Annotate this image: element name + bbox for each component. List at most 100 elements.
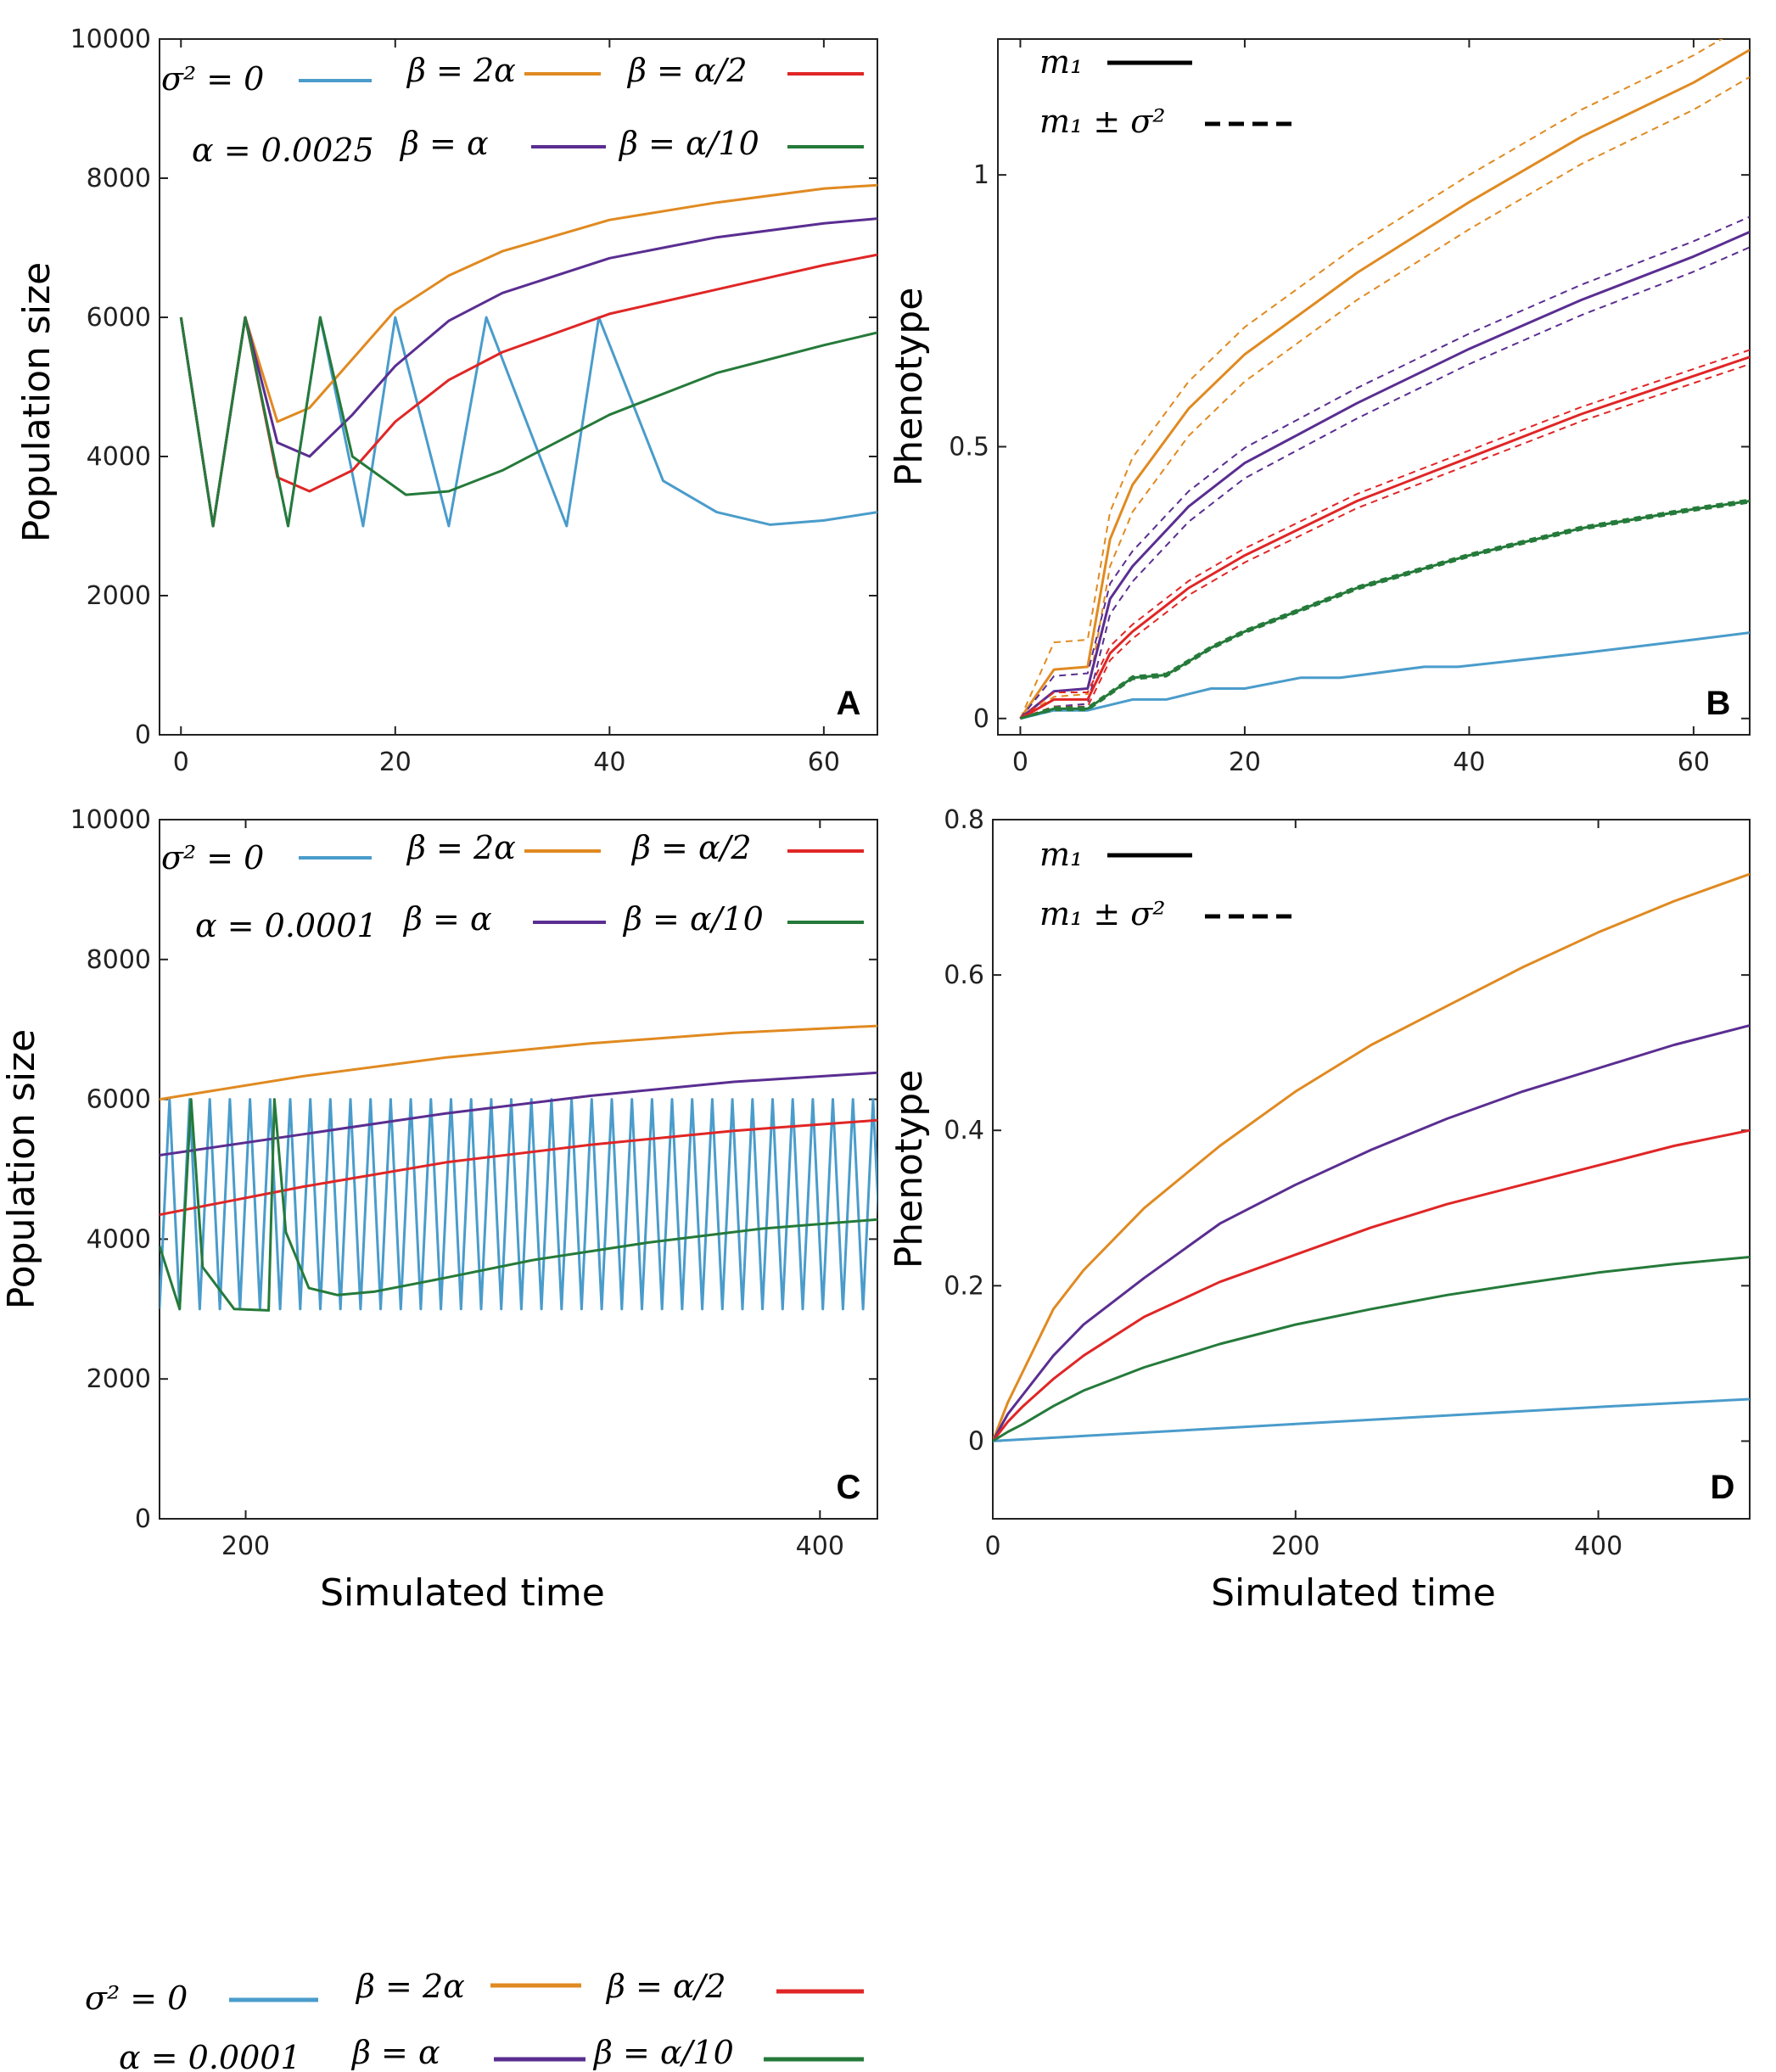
x-tick-label: 20 <box>379 748 412 777</box>
legend-d-mean: m₁ <box>1039 836 1083 873</box>
legend-a-bat: β = α/10 <box>618 125 759 162</box>
panel-b-frame <box>997 38 1751 736</box>
panel-a-lines <box>179 183 877 528</box>
panel-b-band-lower-beta-alpha-half <box>1020 363 1750 720</box>
panel-a: 0 2000 4000 6000 8000 10000 0 20 40 60 Populatio… <box>15 25 878 777</box>
panel-c-series-beta-2alpha <box>160 1024 877 1101</box>
y-tick-label: 6000 <box>87 303 151 333</box>
legend-a-bah: β = α/2 <box>626 52 748 89</box>
panel-b-series-beta-alpha-tenth <box>1019 500 1750 720</box>
panel-d: 0 0.2 0.4 0.6 0.8 0 200 400 Phenotype Simulate… <box>888 805 1751 1615</box>
x-tick-label: 200 <box>1271 1532 1319 1561</box>
panel-d-xlabel: Simulated time <box>1211 1571 1496 1615</box>
legend-c-sigma0: σ² = 0 <box>161 839 264 876</box>
panel-d-series-beta-alpha <box>993 1024 1750 1442</box>
panel-b-series-sigma0 <box>1020 631 1750 720</box>
y-tick-label: 0 <box>968 1426 984 1456</box>
legend-c-bah: β = α/2 <box>630 829 752 866</box>
legend-c-bat: β = α/10 <box>622 900 764 938</box>
panel-c-letter: C <box>837 1469 861 1506</box>
panel-d-series-sigma0 <box>993 1397 1750 1442</box>
panel-b-series-beta-2alpha <box>1019 48 1750 720</box>
panel-b-band-lower-beta-2alpha <box>1019 76 1750 720</box>
x-tick-label: 400 <box>796 1532 844 1561</box>
y-tick-label: 2000 <box>87 581 151 611</box>
panel-b-band-lower-beta-alpha <box>1020 246 1750 720</box>
legend-a-ba: β = α <box>399 125 489 162</box>
legend-c-alpha: α = 0.0001 <box>195 907 378 944</box>
bottom-legend: σ² = 0 β = 2α β = α/2 α = 0.0001 β = α β… <box>85 1968 864 2072</box>
y-tick-label: 6000 <box>87 1085 151 1115</box>
y-tick-label: 0.4 <box>944 1116 984 1145</box>
panel-b-band-upper-beta-2alpha <box>1019 39 1723 720</box>
bottom-legend-b2a: β = 2α <box>355 1968 465 2005</box>
x-tick-label: 60 <box>1678 748 1710 777</box>
panel-a-series-beta-2alpha <box>179 183 877 528</box>
legend-b-spread: m₁ ± σ² <box>1039 103 1165 140</box>
y-tick-label: 0 <box>135 720 151 750</box>
panel-c-series-beta-alpha <box>160 1071 877 1156</box>
panel-c-y-ticks: 0 2000 4000 6000 8000 10000 <box>70 805 877 1534</box>
x-tick-label: 40 <box>1453 748 1485 777</box>
panel-c-series-beta-alpha-half <box>160 1118 877 1217</box>
x-tick-label: 200 <box>221 1532 270 1561</box>
legend-a-b2a: β = 2α <box>406 52 516 89</box>
bottom-legend-alpha: α = 0.0001 <box>119 2039 301 2072</box>
panel-d-x-ticks: 0 200 400 <box>984 820 1622 1561</box>
panel-c-ylabel: Population size <box>0 1029 43 1309</box>
y-tick-label: 8000 <box>87 945 151 975</box>
panel-b-letter: B <box>1706 685 1731 722</box>
x-tick-label: 20 <box>1229 748 1261 777</box>
bottom-legend-ba: β = α <box>350 2034 440 2071</box>
panel-d-series-beta-alpha-half <box>993 1128 1750 1442</box>
y-tick-label: 2000 <box>87 1364 151 1394</box>
panel-c-x-ticks: 200 400 <box>221 820 844 1561</box>
panel-d-lines <box>993 872 1750 1442</box>
y-tick-label: 8000 <box>87 164 151 193</box>
panel-b-series-beta-alpha <box>1019 231 1750 720</box>
x-tick-label: 60 <box>808 748 840 777</box>
panel-c-series-sigma0 <box>160 1098 877 1311</box>
panel-b-lines <box>1019 39 1750 720</box>
legend-a-alpha: α = 0.0025 <box>192 132 374 169</box>
panel-d-y-ticks: 0 0.2 0.4 0.6 0.8 <box>944 805 1750 1456</box>
panel-b: 00.51 0 20 40 60 Phenotype B m₁ m₁ ± σ² <box>888 38 1751 777</box>
panel-b-band-upper-beta-alpha <box>1019 216 1750 720</box>
y-tick-label: 0.2 <box>944 1271 984 1301</box>
y-tick-label: 0.8 <box>944 805 984 835</box>
panel-b-x-ticks: 0 20 40 60 <box>1012 39 1710 777</box>
y-tick-label: 10000 <box>70 25 151 54</box>
panel-d-frame <box>992 819 1751 1520</box>
x-tick-label: 0 <box>984 1532 1000 1561</box>
panel-d-ylabel: Phenotype <box>888 1070 931 1269</box>
panel-a-frame <box>159 38 878 736</box>
y-tick-label: 0.6 <box>944 960 984 990</box>
panel-a-series-sigma0 <box>179 316 877 528</box>
y-tick-label: 10000 <box>70 805 151 835</box>
y-tick-label: 4000 <box>87 1224 151 1254</box>
y-tick-label: 4000 <box>87 442 151 472</box>
panel-a-series-beta-alpha-tenth <box>179 316 877 528</box>
panel-a-ylabel: Population size <box>15 262 59 542</box>
x-tick-label: 40 <box>593 748 625 777</box>
y-tick-label: 0.5 <box>949 432 989 462</box>
legend-a-sigma0: σ² = 0 <box>161 60 264 98</box>
panel-c: 0 2000 4000 6000 8000 10000 200 400 Population… <box>0 805 878 1615</box>
panel-c-series-beta-alpha-tenth <box>160 1098 877 1312</box>
y-tick-label: 0 <box>135 1504 151 1534</box>
panel-b-band-lower-beta-alpha-tenth <box>1020 501 1750 720</box>
bottom-legend-sigma0: σ² = 0 <box>85 1980 188 2017</box>
panel-b-series-beta-alpha-half <box>1019 356 1750 720</box>
x-tick-label: 400 <box>1574 1532 1622 1561</box>
x-tick-label: 0 <box>173 748 189 777</box>
panel-c-xlabel: Simulated time <box>320 1571 605 1615</box>
panel-a-x-ticks: 0 20 40 60 <box>173 39 840 777</box>
panel-a-y-ticks: 0 2000 4000 6000 8000 10000 <box>70 25 877 750</box>
y-tick-label: 0 <box>973 704 989 734</box>
panel-b-ylabel: Phenotype <box>888 288 931 487</box>
panel-c-lines <box>160 1024 877 1312</box>
panel-d-series-beta-alpha-tenth <box>993 1256 1750 1442</box>
panel-b-y-ticks: 00.51 <box>949 160 1750 734</box>
y-tick-label: 1 <box>973 160 989 190</box>
